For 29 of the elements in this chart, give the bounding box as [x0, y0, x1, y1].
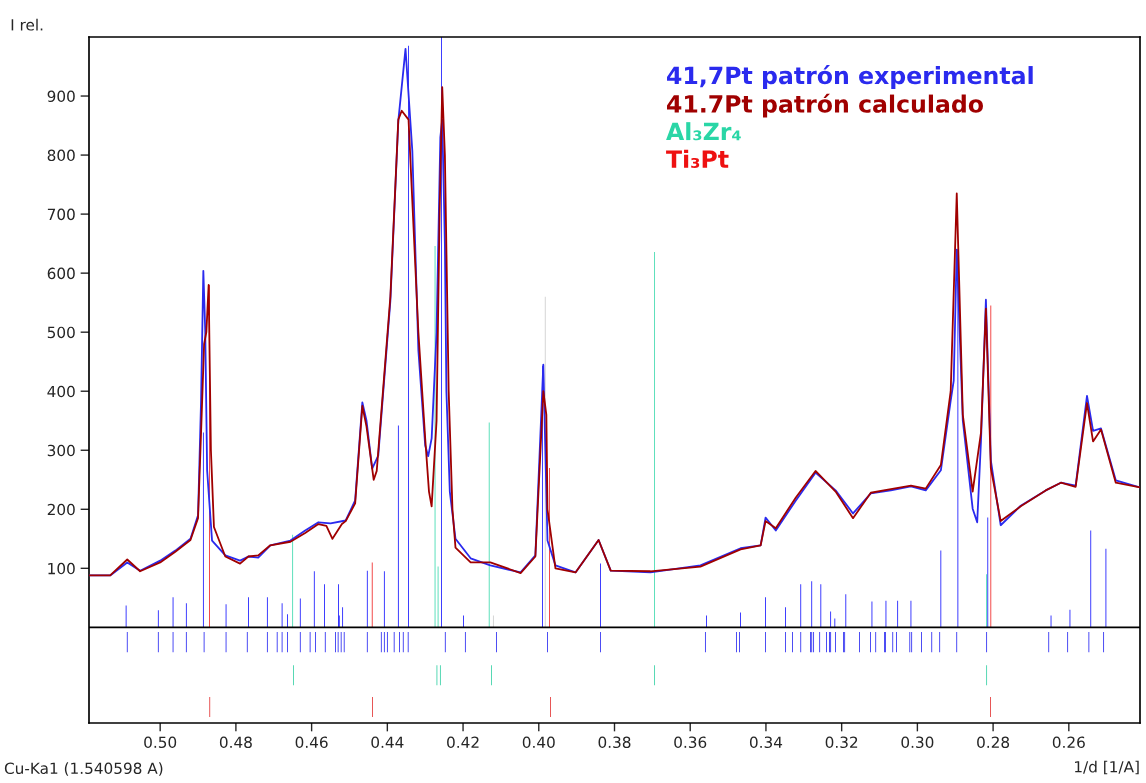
x-axis-title: 1/d [1/A] — [1075, 760, 1139, 775]
text: 41.7Pt patrón calculado — [667, 93, 983, 118]
x-tick-label: 0.38 — [598, 736, 631, 749]
text: Cu-Ka1 (1.540598 A) — [4, 762, 163, 776]
x-tick-label: 0.44 — [371, 736, 404, 749]
text: 41,7Pt patrón experimental — [667, 65, 1033, 89]
y-tick-label: 300 — [47, 444, 75, 457]
x-tick-label: 0.32 — [825, 736, 858, 749]
y-tick-label: 200 — [47, 503, 75, 516]
x-tick-label: 0.28 — [977, 736, 1010, 749]
y-tick-label: 700 — [47, 208, 75, 221]
x-tick-label: 0.42 — [447, 736, 479, 749]
x-tick-label: 0.48 — [219, 736, 252, 749]
y-tick-label: 100 — [48, 562, 75, 575]
y-tick-label: 800 — [47, 149, 75, 162]
x-tick-label: 0.34 — [749, 736, 783, 749]
text: Ti₃Pt — [666, 149, 729, 168]
y-tick-label: 600 — [47, 267, 75, 280]
y-axis-title: I rel. — [11, 18, 43, 31]
y-tick-label: 900 — [47, 90, 75, 103]
x-tick-label: 0.40 — [522, 736, 555, 749]
x-tick-label: 0.50 — [144, 736, 177, 749]
y-tick-label: 500 — [47, 326, 75, 339]
text: Al₃Zr₄ — [666, 122, 741, 141]
y-tick-label: 400 — [47, 385, 75, 398]
x-tick-label: 0.26 — [1052, 736, 1085, 749]
x-tick-label: 0.36 — [674, 736, 707, 749]
x-tick-label: 0.30 — [901, 736, 934, 749]
x-tick-label: 0.46 — [295, 736, 328, 749]
